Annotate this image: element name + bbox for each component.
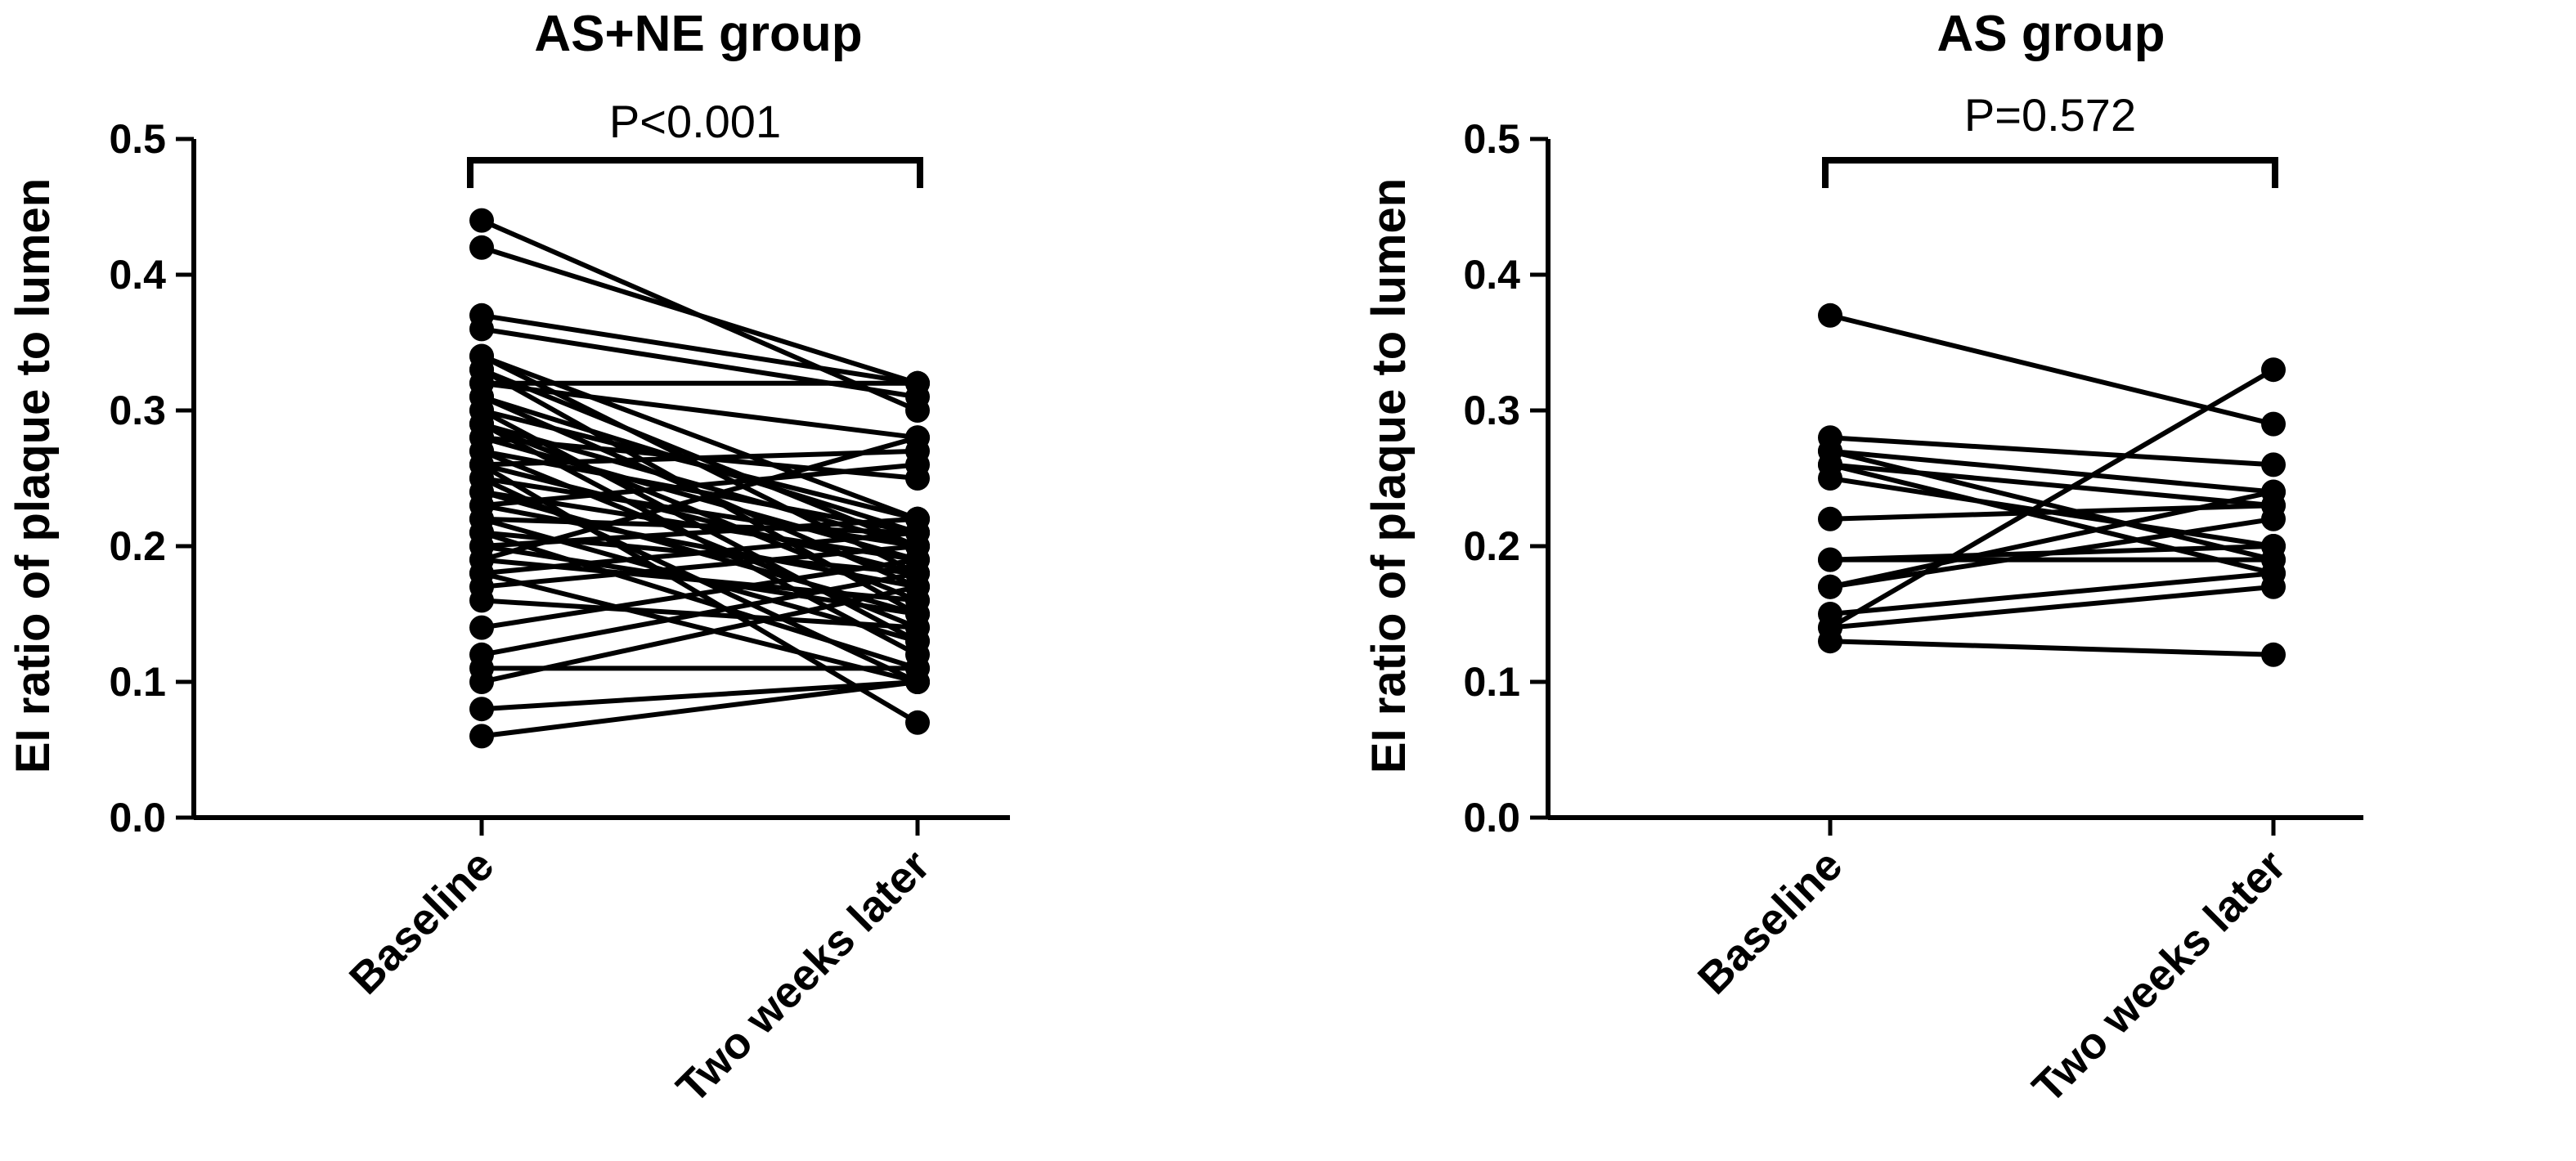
pair-line <box>481 544 918 589</box>
data-point <box>905 370 930 396</box>
x-tick-label: Baseline <box>1689 840 1851 1003</box>
significance-bracket <box>467 157 923 188</box>
data-point <box>2261 479 2286 504</box>
y-tick-label: 0.4 <box>1463 252 1520 298</box>
pair-line <box>1829 489 2274 589</box>
p-value-annotation: P=0.572 <box>1964 89 2136 141</box>
pair-line <box>1829 639 2274 657</box>
data-point <box>2261 506 2286 531</box>
data-point <box>1818 547 1842 572</box>
pair-line <box>481 530 918 576</box>
pair-line <box>1829 448 2274 495</box>
pair-line <box>481 435 918 563</box>
pair-line <box>1829 435 2274 468</box>
paired-series <box>1818 303 2286 667</box>
data-point <box>905 642 930 667</box>
y-axis-label: EI ratio of plaque to lumen <box>1362 178 1416 773</box>
y-tick-label: 0.2 <box>109 523 166 569</box>
data-point <box>1818 574 1842 599</box>
data-point <box>1818 303 1842 328</box>
data-point <box>905 710 930 735</box>
y-tick-label: 0.0 <box>1463 795 1520 840</box>
chart-title: AS group <box>1937 6 2165 62</box>
data-point <box>1818 466 1842 491</box>
pair-line <box>480 462 919 725</box>
pair-line <box>481 380 918 441</box>
data-point <box>2261 574 2286 599</box>
data-point <box>905 670 930 694</box>
data-point <box>469 697 494 722</box>
pair-line <box>481 679 918 712</box>
chart-title: AS+NE group <box>534 6 862 62</box>
data-point <box>469 411 494 437</box>
data-point <box>1818 629 1842 654</box>
y-tick-label: 0.1 <box>109 659 166 705</box>
pair-line <box>481 584 918 684</box>
pair-line <box>481 679 918 739</box>
data-point <box>905 615 930 640</box>
pair-line <box>481 571 918 684</box>
data-point <box>469 724 494 749</box>
x-ticks: Baseline Two weeks later <box>1689 818 2295 1113</box>
pair-line <box>481 571 918 657</box>
data-point <box>2261 642 2286 667</box>
x-ticks: Baseline Two weeks later <box>340 818 939 1113</box>
pair-line <box>1829 571 2274 616</box>
panel-as-ne-group: AS+NE group EI ratio of plaque to lumen … <box>7 6 1010 1113</box>
y-ticks: 0.0 0.1 0.2 0.3 0.4 0.5 <box>1463 116 1548 840</box>
data-point <box>2261 452 2286 477</box>
p-value-annotation: P<0.001 <box>609 96 781 147</box>
y-tick-label: 0.3 <box>109 388 166 433</box>
y-axis-label: EI ratio of plaque to lumen <box>7 178 60 773</box>
data-point <box>469 235 494 260</box>
panel-as-group: AS group EI ratio of plaque to lumen 0.0… <box>1362 6 2363 1113</box>
pair-line <box>1829 367 2275 630</box>
significance-bracket <box>1822 157 2278 188</box>
data-point <box>469 588 494 613</box>
pair-line <box>480 421 919 657</box>
pair-line <box>1829 312 2274 427</box>
y-tick-label: 0.3 <box>1463 388 1520 433</box>
data-point <box>2261 357 2286 383</box>
pair-line <box>481 516 918 536</box>
y-tick-label: 0.5 <box>109 116 166 162</box>
pair-line <box>1829 584 2274 630</box>
pair-line <box>481 408 918 522</box>
data-point <box>469 670 494 694</box>
pair-line <box>1829 462 2274 576</box>
pair-line <box>481 476 918 549</box>
pair-line <box>481 462 918 509</box>
data-point <box>2261 411 2286 437</box>
data-point <box>905 425 930 451</box>
y-tick-label: 0.0 <box>109 795 166 840</box>
y-ticks: 0.0 0.1 0.2 0.3 0.4 0.5 <box>109 116 194 840</box>
data-point <box>905 574 930 599</box>
data-point <box>469 452 494 477</box>
data-point <box>469 316 494 342</box>
pair-line <box>481 312 918 386</box>
y-tick-label: 0.5 <box>1463 116 1520 162</box>
x-tick-label: Baseline <box>340 840 503 1003</box>
x-tick-label: Two weeks later <box>667 840 939 1112</box>
y-tick-label: 0.1 <box>1463 659 1520 705</box>
pair-line <box>481 244 918 386</box>
data-point <box>1818 506 1842 531</box>
data-point <box>469 615 494 640</box>
pair-line <box>1829 462 2274 509</box>
paired-series <box>469 208 930 749</box>
data-point <box>905 452 930 477</box>
pair-line <box>1829 516 2274 589</box>
y-tick-label: 0.4 <box>109 252 166 298</box>
data-point <box>469 208 494 233</box>
data-point <box>2261 534 2286 558</box>
x-tick-label: Two weeks later <box>2023 840 2295 1112</box>
y-tick-label: 0.2 <box>1463 523 1520 569</box>
